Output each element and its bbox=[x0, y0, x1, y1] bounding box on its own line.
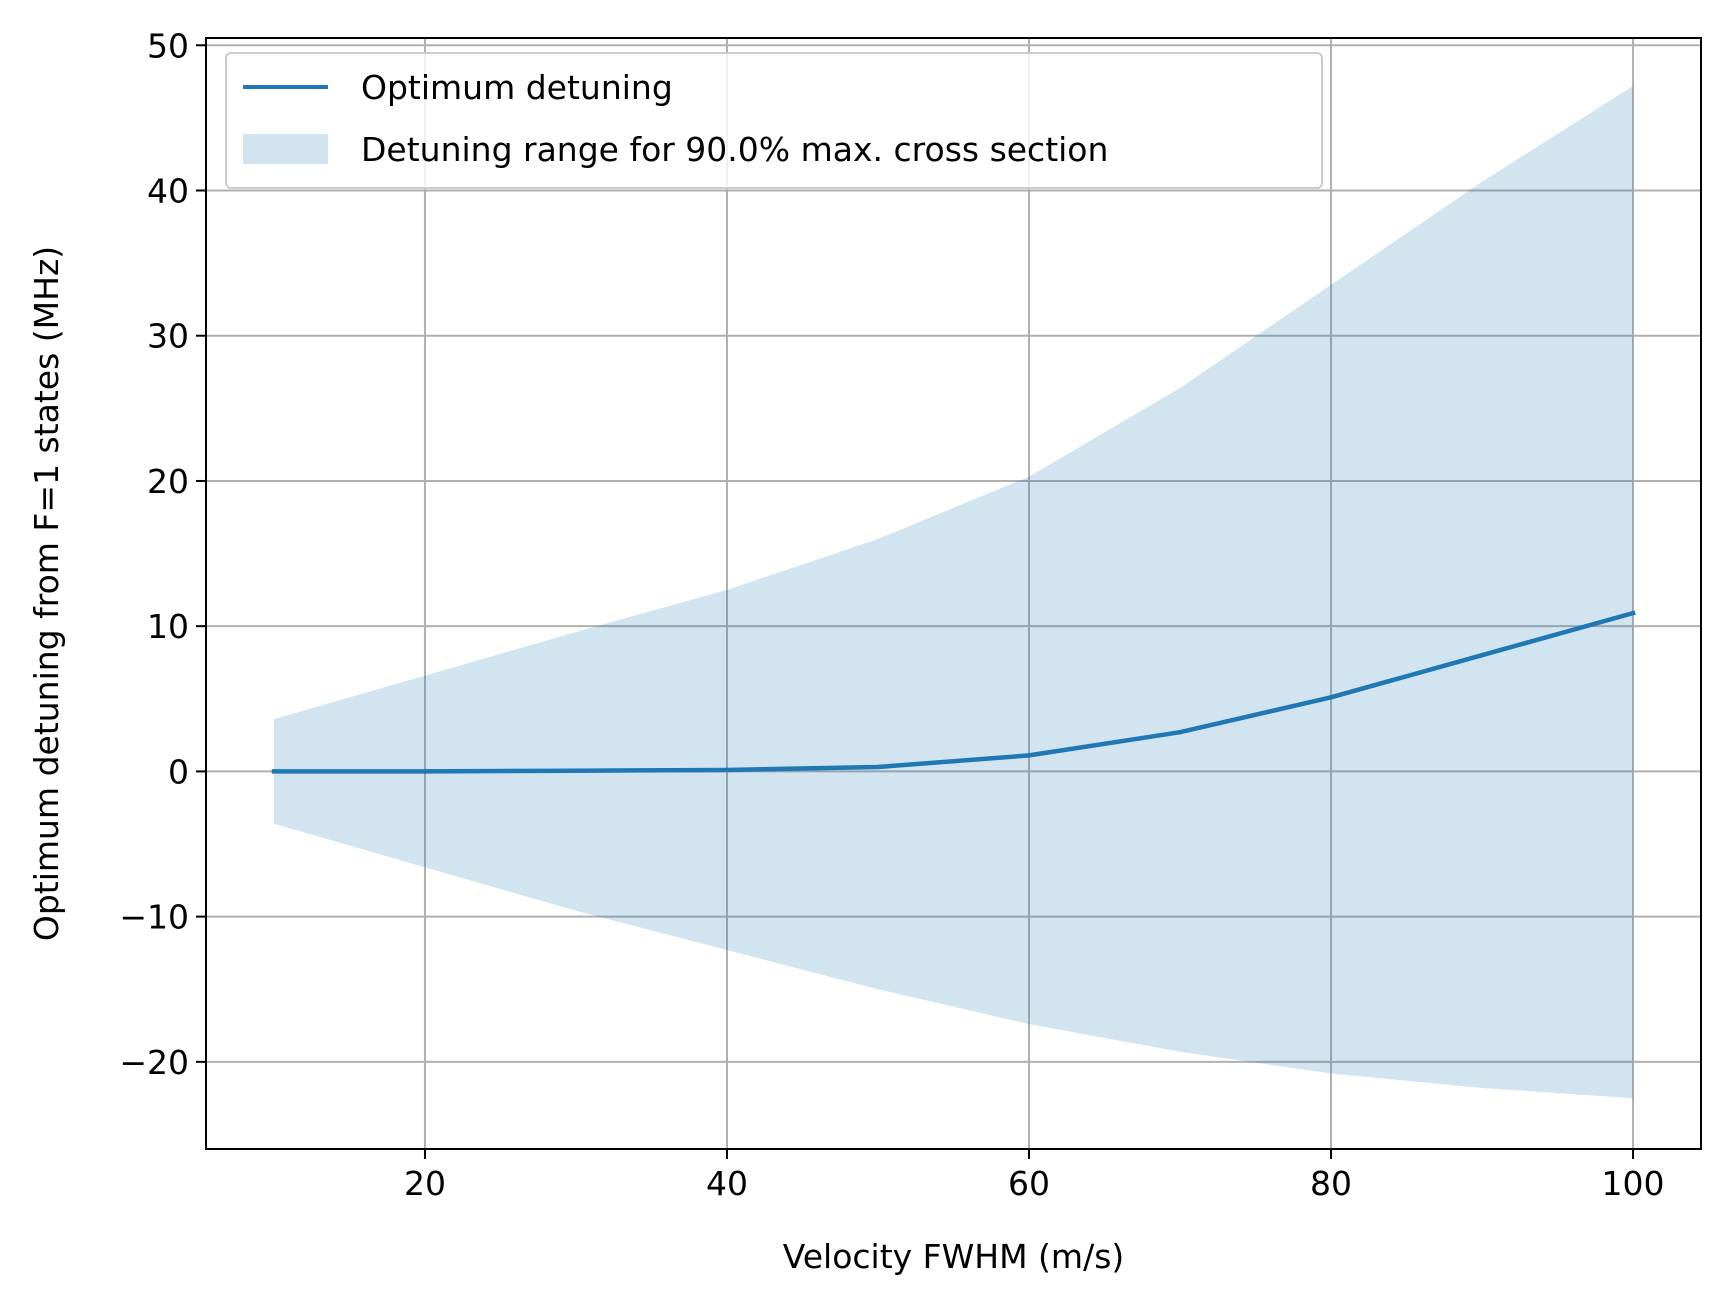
detuning-range-area bbox=[274, 85, 1633, 1099]
plot-frame bbox=[205, 37, 1702, 1150]
x-tick-label: 80 bbox=[1310, 1164, 1352, 1203]
data-point bbox=[422, 769, 428, 774]
x-axis-label: Velocity FWHM (m/s) bbox=[783, 1237, 1125, 1276]
data-point bbox=[875, 764, 881, 770]
legend-box bbox=[225, 52, 1323, 189]
data-point bbox=[573, 768, 579, 773]
data-point bbox=[271, 769, 277, 774]
data-point bbox=[1177, 729, 1183, 735]
data-point bbox=[724, 767, 730, 773]
y-tick-label: 50 bbox=[147, 26, 189, 65]
y-axis-label: Optimum detuning from F=1 states (MHz) bbox=[27, 246, 66, 941]
legend: Optimum detuning Detuning range for 90.0… bbox=[225, 52, 1323, 189]
y-tick-label: 0 bbox=[168, 752, 189, 791]
y-axis-ticks: −20 −10 0 10 20 30 40 50 bbox=[119, 26, 206, 1082]
optimum-detuning-line bbox=[271, 610, 1636, 774]
legend-band-swatch bbox=[243, 134, 328, 164]
legend-label-detuning-range: Detuning range for 90.0% max. cross sect… bbox=[361, 130, 1108, 169]
detuning-range-band bbox=[274, 85, 1633, 1099]
data-point bbox=[1630, 610, 1636, 616]
data-point bbox=[1026, 753, 1032, 758]
y-tick-label: 10 bbox=[147, 607, 189, 646]
data-point bbox=[1479, 653, 1485, 658]
y-tick-label: 20 bbox=[147, 462, 189, 501]
y-tick-label: −10 bbox=[119, 898, 189, 937]
y-tick-label: 30 bbox=[147, 317, 189, 356]
optimum-detuning-line-group bbox=[271, 610, 1636, 774]
x-tick-label: 100 bbox=[1602, 1164, 1665, 1203]
x-tick-label: 60 bbox=[1008, 1164, 1050, 1203]
x-axis-ticks: 20 40 60 80 100 bbox=[404, 1149, 1665, 1203]
y-tick-label: 40 bbox=[147, 171, 189, 210]
x-tick-label: 40 bbox=[706, 1164, 748, 1203]
legend-label-optimum-detuning: Optimum detuning bbox=[361, 68, 673, 107]
x-tick-label: 20 bbox=[404, 1164, 446, 1203]
data-point bbox=[1328, 695, 1334, 700]
y-tick-label: −20 bbox=[119, 1043, 189, 1082]
